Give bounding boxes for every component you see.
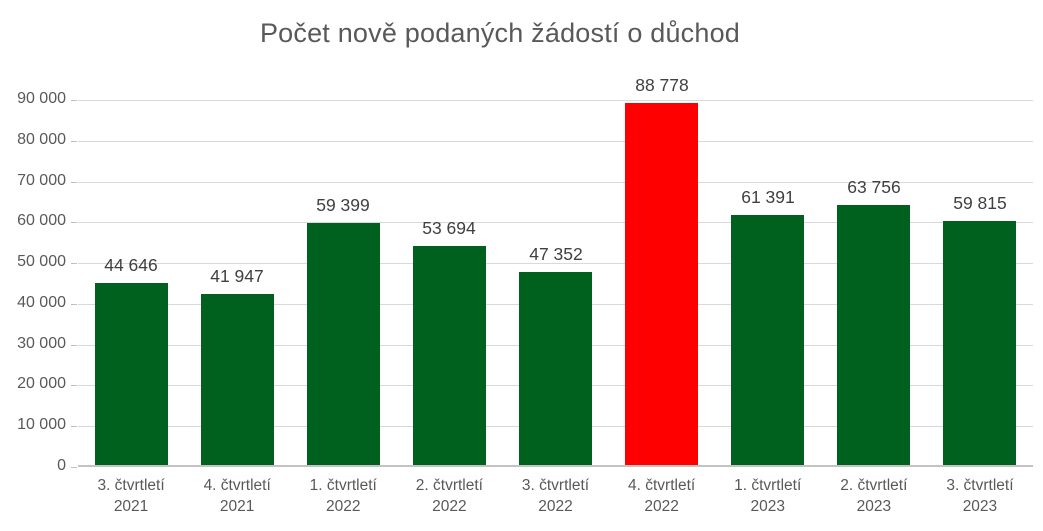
x-tick-label: 1. čtvrtletí 2022 [290, 475, 396, 517]
x-tick-label-line: 2021 [219, 498, 255, 515]
x-tick-label: 2. čtvrtletí 2022 [396, 475, 502, 517]
bar-value-label: 41 947 [210, 266, 264, 286]
x-tick-label: 3. čtvrtletí 2023 [927, 475, 1033, 517]
y-tick-mark [71, 426, 77, 427]
y-tick-mark [71, 263, 77, 264]
x-axis: 3. čtvrtletí 2021 4. čtvrtletí 2021 1. čtvrt… [78, 475, 1033, 517]
x-tick-label-line: 2022 [326, 498, 361, 515]
x-tick-label-line: 2021 [113, 498, 149, 515]
y-tick-label: 60 000 [17, 212, 66, 229]
gridline [78, 222, 1033, 223]
gridline [78, 263, 1033, 264]
bar-value-label: 59 399 [316, 195, 370, 215]
x-tick-label-line: 1. čtvrtletí [734, 477, 802, 494]
y-tick-mark [71, 141, 77, 142]
bar-value-label: 47 352 [529, 244, 583, 264]
x-tick-label-line: 2023 [750, 498, 785, 515]
x-tick-label-line: 3. čtvrtletí [97, 477, 165, 494]
x-tick-label-line: 2022 [432, 498, 467, 515]
bar [95, 283, 168, 465]
x-tick-label: 2. čtvrtletí 2023 [821, 475, 927, 517]
bar-value-label: 63 756 [847, 177, 901, 197]
x-tick-label: 3. čtvrtletí 2022 [502, 475, 608, 517]
y-tick-mark [71, 467, 77, 468]
y-tick-label: 80 000 [17, 131, 66, 148]
y-tick-mark [71, 182, 77, 183]
x-tick-label-line: 4. čtvrtletí [628, 477, 696, 494]
y-tick-label: 10 000 [17, 416, 66, 433]
y-tick-mark [71, 222, 77, 223]
bar [307, 223, 380, 465]
bar [201, 294, 274, 465]
y-tick-label: 20 000 [17, 375, 66, 392]
x-tick-label-line: 2023 [856, 498, 892, 515]
bar-value-label: 44 646 [104, 255, 158, 275]
gridline [78, 100, 1033, 101]
x-tick-label: 3. čtvrtletí 2021 [78, 475, 184, 517]
y-tick-mark [71, 345, 77, 346]
y-tick-mark [71, 304, 77, 305]
bar-value-label: 61 391 [741, 187, 795, 207]
x-tick-label: 1. čtvrtletí 2023 [715, 475, 821, 517]
bar [413, 246, 486, 465]
x-tick-label-line: 4. čtvrtletí [203, 477, 271, 494]
x-tick-label-line: 3. čtvrtletí [946, 477, 1014, 494]
gridline [78, 141, 1033, 142]
bar-value-label: 53 694 [422, 218, 476, 238]
bar-value-label: 59 815 [953, 193, 1007, 213]
gridline [78, 182, 1033, 183]
x-tick-label-line: 1. čtvrtletí [309, 477, 377, 494]
x-tick-label-line: 2. čtvrtletí [415, 477, 483, 494]
bar [519, 272, 592, 465]
bar-value-label: 88 778 [635, 75, 689, 95]
y-tick-mark [71, 100, 77, 101]
y-tick-mark [71, 385, 77, 386]
y-tick-label: 90 000 [17, 90, 66, 107]
y-tick-label: 0 [57, 457, 66, 474]
x-tick-label-line: 2022 [644, 498, 679, 515]
plot-area: 44 646 41 947 59 399 53 694 47 352 88 778 61 3… [78, 75, 1033, 467]
bar [731, 215, 804, 465]
x-tick-label-line: 3. čtvrtletí [521, 477, 590, 494]
x-tick-label-line: 2. čtvrtletí [840, 477, 908, 494]
x-tick-label: 4. čtvrtletí 2022 [609, 475, 715, 517]
y-tick-label: 70 000 [17, 172, 66, 189]
x-tick-label-line: 2022 [538, 498, 573, 515]
x-tick-label-line: 2023 [962, 498, 998, 515]
chart-title: Počet nově podaných žádostí o důchod [259, 18, 741, 48]
bar [837, 205, 910, 465]
x-tick-label: 4. čtvrtletí 2021 [184, 475, 290, 517]
bar-highlighted [625, 103, 698, 465]
bar [943, 221, 1016, 465]
y-tick-label: 50 000 [17, 253, 66, 270]
y-tick-label: 40 000 [17, 294, 66, 311]
y-tick-label: 30 000 [17, 335, 66, 352]
